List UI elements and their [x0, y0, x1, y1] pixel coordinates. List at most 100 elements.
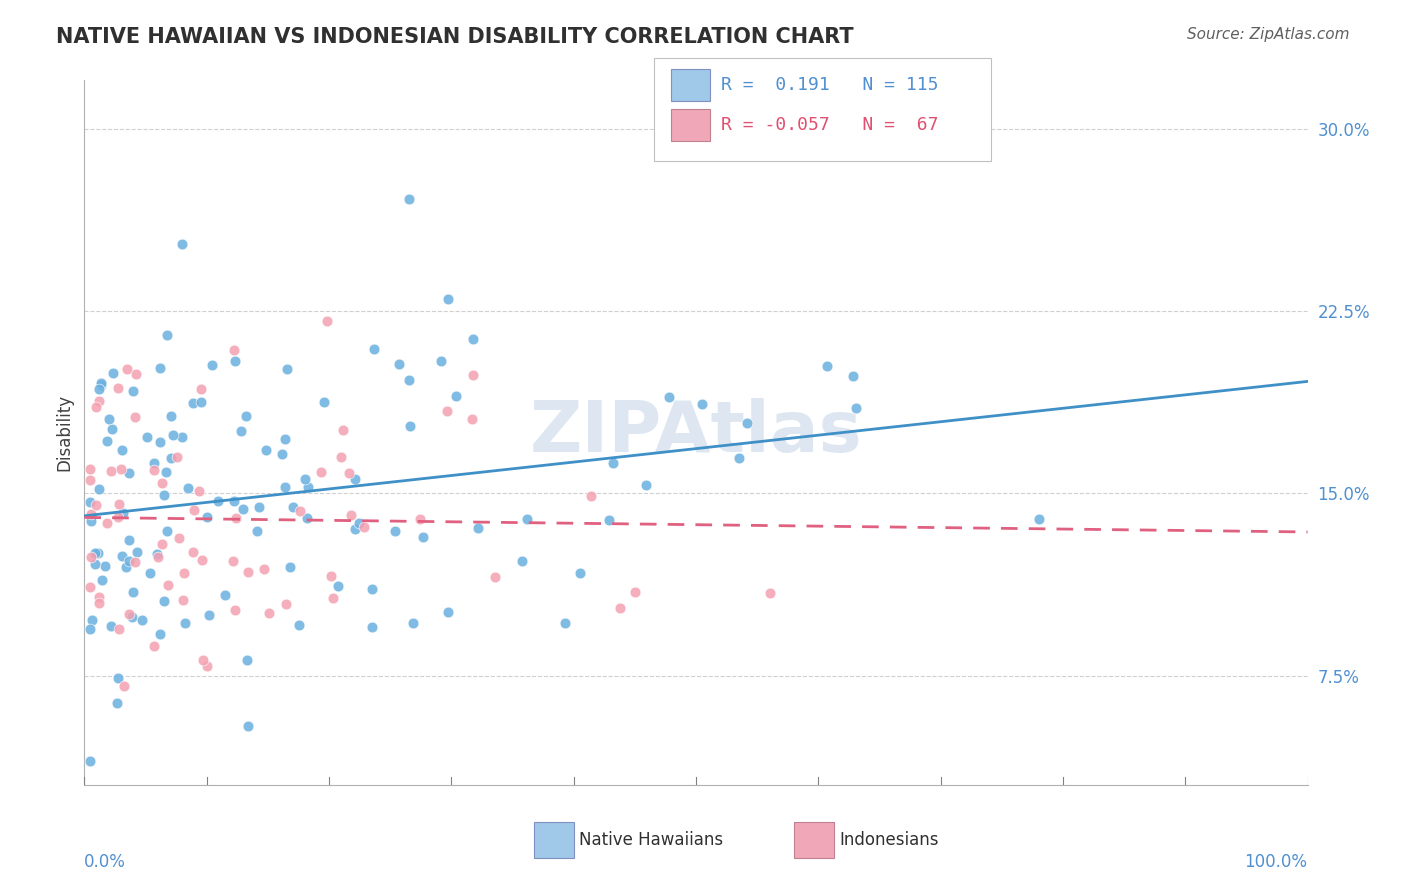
Point	[146, 547, 169, 561]
Point	[149, 435, 172, 450]
Point	[80, 613, 103, 627]
Point	[87, 382, 110, 396]
Point	[121, 609, 143, 624]
Point	[281, 500, 304, 514]
Point	[278, 559, 301, 574]
Point	[136, 429, 159, 443]
Point	[96, 434, 118, 449]
Point	[297, 480, 319, 494]
Point	[155, 466, 177, 480]
Point	[191, 553, 214, 567]
Point	[114, 560, 136, 574]
Point	[569, 566, 592, 580]
Point	[125, 545, 148, 559]
Point	[139, 566, 162, 580]
Point	[150, 475, 173, 490]
Text: R = -0.057   N =  67: R = -0.057 N = 67	[721, 116, 939, 134]
Point	[156, 524, 179, 538]
Point	[634, 477, 657, 491]
Point	[214, 588, 236, 602]
Point	[112, 506, 135, 520]
Point	[236, 653, 259, 667]
Point	[609, 600, 631, 615]
Point	[361, 582, 384, 597]
Point	[125, 367, 148, 381]
Point	[224, 493, 246, 508]
Point	[461, 332, 484, 346]
Point	[815, 359, 838, 373]
Point	[89, 596, 111, 610]
Point	[274, 432, 297, 446]
Point	[467, 520, 489, 534]
Point	[235, 409, 257, 423]
Point	[115, 362, 138, 376]
Point	[172, 593, 194, 607]
Point	[122, 585, 145, 599]
Point	[79, 754, 101, 768]
Point	[332, 423, 354, 437]
Point	[198, 607, 221, 622]
Point	[118, 607, 141, 621]
Point	[276, 361, 298, 376]
Point	[274, 597, 297, 611]
Point	[153, 488, 176, 502]
Point	[344, 522, 367, 536]
Point	[124, 555, 146, 569]
Point	[232, 502, 254, 516]
Point	[162, 427, 184, 442]
Point	[94, 559, 117, 574]
Point	[79, 473, 101, 487]
Point	[173, 615, 195, 630]
Point	[516, 512, 538, 526]
Point	[328, 579, 350, 593]
Point	[86, 546, 108, 560]
Point	[437, 292, 460, 306]
Point	[295, 511, 318, 525]
Point	[229, 424, 252, 438]
Point	[222, 554, 245, 568]
Point	[329, 450, 352, 464]
Point	[118, 533, 141, 547]
Point	[100, 464, 122, 478]
Point	[183, 545, 205, 559]
Point	[155, 327, 177, 342]
Point	[98, 412, 121, 426]
Point	[437, 605, 460, 619]
Point	[142, 462, 165, 476]
Point	[86, 498, 108, 512]
Point	[340, 508, 363, 522]
Point	[247, 500, 270, 515]
Point	[309, 465, 332, 479]
Point	[96, 516, 118, 531]
Point	[91, 573, 114, 587]
Point	[274, 479, 297, 493]
Point	[236, 719, 259, 733]
Point	[602, 456, 624, 470]
Point	[224, 343, 246, 358]
Point	[224, 354, 246, 368]
Text: ZIPAtlas: ZIPAtlas	[530, 398, 862, 467]
Point	[107, 671, 129, 685]
Point	[142, 640, 165, 654]
Point	[176, 481, 198, 495]
Point	[236, 565, 259, 579]
Point	[254, 442, 277, 457]
Point	[271, 448, 294, 462]
Point	[399, 419, 422, 434]
Point	[195, 510, 218, 524]
Point	[246, 524, 269, 538]
Point	[623, 584, 645, 599]
Point	[90, 376, 112, 390]
Point	[160, 409, 183, 424]
Point	[107, 696, 129, 710]
Point	[108, 497, 131, 511]
Point	[160, 450, 183, 465]
Point	[79, 550, 101, 565]
Text: Source: ZipAtlas.com: Source: ZipAtlas.com	[1187, 27, 1350, 42]
Point	[253, 561, 276, 575]
Point	[446, 389, 468, 403]
Point	[224, 603, 246, 617]
Point	[79, 462, 101, 476]
Point	[288, 504, 311, 518]
Text: Indonesians: Indonesians	[839, 831, 939, 849]
